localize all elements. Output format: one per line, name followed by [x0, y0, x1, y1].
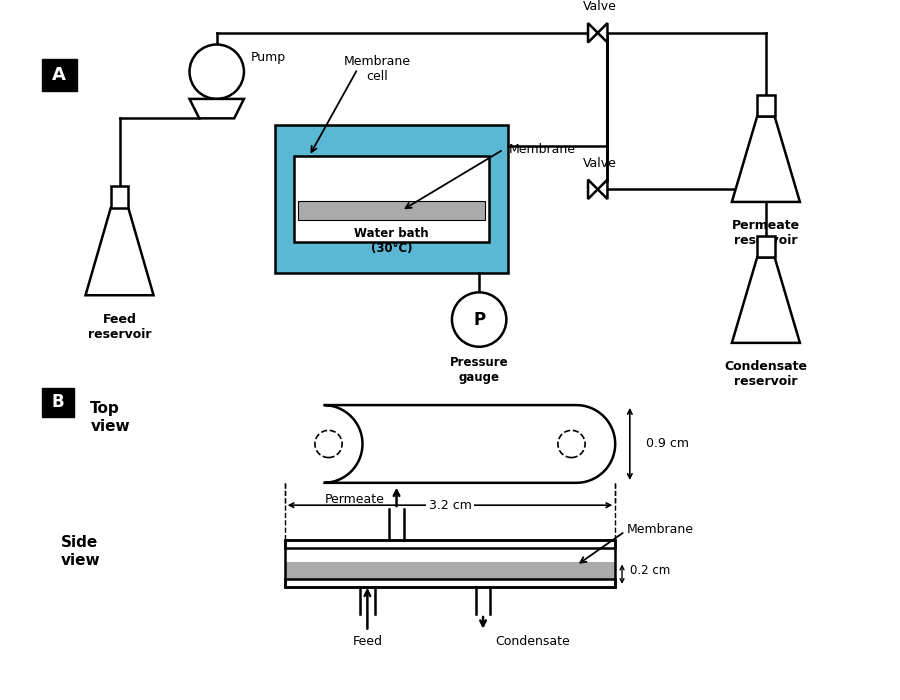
Circle shape	[190, 45, 244, 99]
Polygon shape	[190, 99, 244, 118]
FancyBboxPatch shape	[111, 186, 129, 208]
Text: Pressure
gauge: Pressure gauge	[450, 356, 508, 384]
Text: Membrane: Membrane	[508, 143, 575, 156]
Text: Permeate
reservoir: Permeate reservoir	[732, 219, 800, 247]
Text: Feed: Feed	[353, 636, 382, 648]
Circle shape	[315, 430, 342, 458]
Polygon shape	[732, 163, 800, 202]
Text: Valve: Valve	[582, 157, 617, 170]
Polygon shape	[732, 258, 800, 343]
FancyBboxPatch shape	[284, 561, 616, 579]
FancyBboxPatch shape	[275, 125, 508, 273]
Polygon shape	[588, 180, 598, 199]
Text: Top
view: Top view	[90, 401, 130, 433]
Polygon shape	[732, 309, 800, 343]
Text: 0.2 cm: 0.2 cm	[630, 564, 670, 577]
Circle shape	[558, 430, 585, 458]
FancyBboxPatch shape	[757, 95, 775, 116]
Text: Water bath
(30°C): Water bath (30°C)	[355, 228, 429, 256]
FancyBboxPatch shape	[757, 236, 775, 258]
Text: P: P	[473, 311, 485, 328]
Polygon shape	[732, 116, 800, 202]
Polygon shape	[598, 180, 608, 199]
FancyBboxPatch shape	[299, 201, 485, 220]
PathPatch shape	[324, 405, 616, 483]
Text: Pump: Pump	[251, 50, 286, 64]
Text: Feed
reservoir: Feed reservoir	[88, 313, 151, 341]
Text: 0.9 cm: 0.9 cm	[646, 438, 689, 451]
Text: Side
view: Side view	[61, 536, 101, 568]
Text: Membrane: Membrane	[627, 523, 694, 536]
Text: Condensate
reservoir: Condensate reservoir	[724, 360, 807, 388]
Text: Valve: Valve	[582, 1, 617, 13]
Text: Membrane
cell: Membrane cell	[344, 55, 410, 83]
FancyBboxPatch shape	[284, 540, 616, 548]
FancyBboxPatch shape	[41, 59, 76, 91]
Text: Condensate: Condensate	[495, 636, 570, 648]
Text: Permeate: Permeate	[325, 493, 384, 506]
Polygon shape	[598, 23, 608, 43]
Polygon shape	[86, 208, 154, 295]
Circle shape	[452, 293, 507, 346]
FancyBboxPatch shape	[284, 548, 616, 579]
Text: B: B	[51, 393, 64, 411]
Polygon shape	[86, 258, 154, 295]
FancyBboxPatch shape	[294, 156, 489, 241]
Polygon shape	[588, 23, 598, 43]
Text: 3.2 cm: 3.2 cm	[428, 498, 472, 512]
FancyBboxPatch shape	[284, 579, 616, 587]
FancyBboxPatch shape	[41, 388, 74, 416]
Text: A: A	[52, 66, 67, 84]
